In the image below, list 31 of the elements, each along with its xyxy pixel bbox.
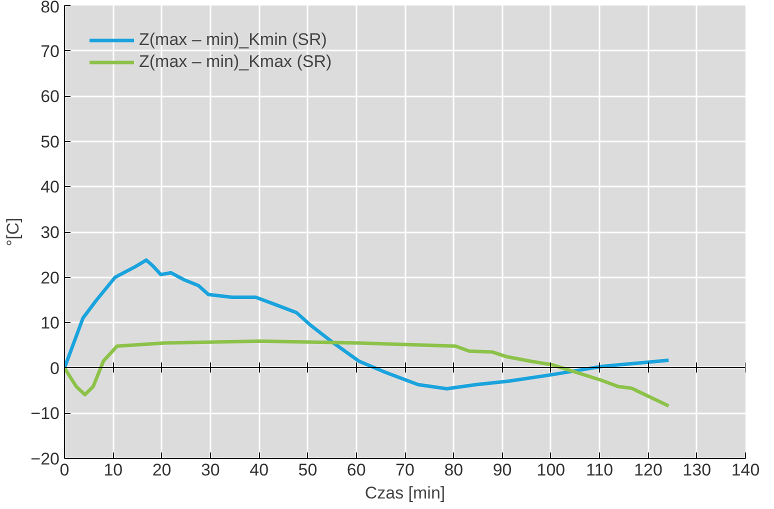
y-tick-label: 10 xyxy=(40,314,60,333)
x-tick-label: 70 xyxy=(396,460,414,480)
x-tick-label: 110 xyxy=(586,460,614,480)
x-axis-title: Czas [min] xyxy=(364,484,446,502)
x-tick-label: 120 xyxy=(634,460,662,480)
x-tick-label: 30 xyxy=(200,460,220,480)
x-tick-label: 40 xyxy=(250,460,269,480)
x-tick-label: 60 xyxy=(346,460,366,480)
x-tick-label: 140 xyxy=(731,460,760,480)
y-tick-label: 60 xyxy=(40,87,60,106)
line-series xyxy=(64,339,670,408)
x-tick-label: 50 xyxy=(298,460,318,480)
x-tick-label: 100 xyxy=(536,460,566,480)
y-tick-label: 20 xyxy=(40,268,60,288)
x-tick-label: 20 xyxy=(152,460,172,480)
x-tick-label: 90 xyxy=(492,460,512,480)
line-series xyxy=(64,258,670,390)
y-tick-label: −20 xyxy=(30,450,60,468)
y-tick-label: 80 xyxy=(40,0,60,16)
y-tick-label: 40 xyxy=(40,178,60,197)
y-tick-label: −10 xyxy=(30,404,60,424)
y-tick-label: 0 xyxy=(50,358,60,378)
y-tick-label: 50 xyxy=(40,132,60,152)
y-tick-label: 70 xyxy=(40,42,60,61)
x-tick-label: 80 xyxy=(444,460,464,480)
legend-label: Z(max – min)_Kmin (SR) xyxy=(139,30,327,50)
y-axis-title: °[C] xyxy=(4,218,23,246)
legend-label: Z(max – min)_Kmax (SR) xyxy=(139,52,332,72)
x-tick-label: 130 xyxy=(682,460,712,480)
x-tick-label: 10 xyxy=(104,460,123,480)
y-tick-label: 30 xyxy=(40,223,60,242)
